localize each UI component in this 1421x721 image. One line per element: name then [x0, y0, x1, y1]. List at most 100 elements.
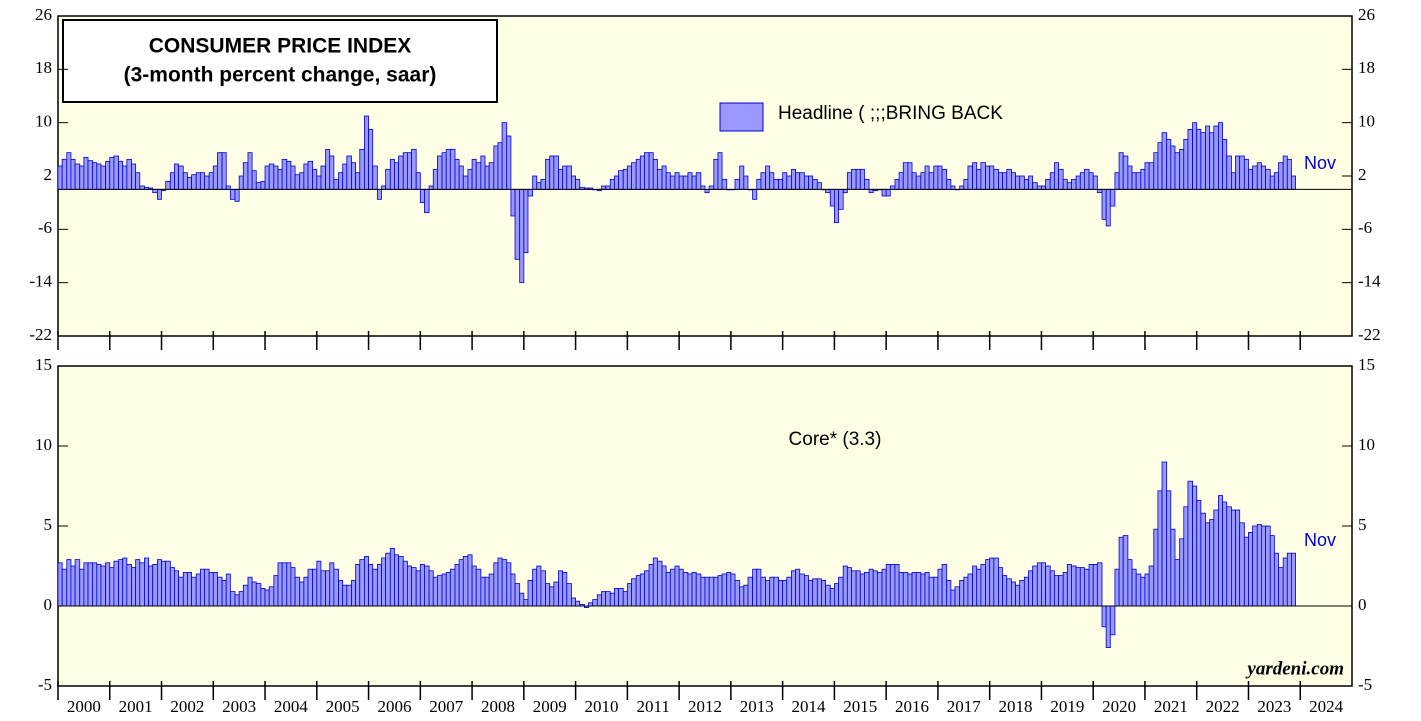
bar — [959, 580, 965, 607]
bar — [795, 172, 801, 190]
bar — [989, 165, 995, 190]
bar — [799, 172, 805, 190]
bar — [933, 576, 939, 607]
bar — [782, 580, 788, 607]
bar — [174, 163, 180, 190]
bar — [549, 155, 555, 190]
x-tick-label: 2004 — [274, 697, 309, 716]
bar — [976, 168, 982, 190]
bar — [96, 163, 102, 190]
bar — [769, 172, 775, 190]
bar — [1243, 536, 1249, 607]
bar — [739, 165, 745, 190]
bar — [1096, 562, 1103, 607]
bar — [135, 172, 141, 190]
bar — [1209, 132, 1215, 190]
x-tick-label: 2003 — [222, 697, 256, 716]
bar — [57, 165, 63, 190]
bar — [122, 557, 128, 607]
bar — [972, 162, 978, 190]
bar — [536, 182, 542, 190]
x-tick-label: 2022 — [1206, 697, 1240, 716]
bar — [152, 564, 158, 607]
bar — [558, 570, 564, 607]
bar — [1291, 552, 1296, 607]
bar — [445, 572, 451, 607]
bar — [368, 128, 374, 190]
bar — [320, 165, 326, 190]
bar — [217, 152, 223, 190]
bar — [312, 568, 318, 607]
title-box — [62, 19, 498, 103]
bar — [924, 572, 930, 607]
bar — [846, 567, 852, 607]
x-tick-label: 2016 — [895, 697, 929, 716]
bar — [411, 567, 417, 607]
bar — [364, 115, 369, 190]
bar — [786, 175, 792, 190]
x-tick-label: 2002 — [170, 697, 204, 716]
bar — [834, 583, 839, 607]
bar — [967, 573, 973, 607]
bar — [635, 158, 641, 190]
bar — [605, 591, 611, 607]
bar — [281, 562, 288, 607]
y-tick-label: 26 — [35, 5, 52, 24]
bar — [454, 564, 460, 607]
bar — [752, 188, 758, 200]
bar — [1084, 568, 1090, 607]
bar — [1041, 562, 1046, 607]
y-tick-label: 0 — [44, 595, 53, 614]
bar — [652, 158, 658, 190]
bar — [540, 570, 546, 607]
bar — [648, 564, 654, 607]
bar — [976, 568, 982, 607]
last-month-label: Nov — [1304, 153, 1336, 173]
bar — [851, 570, 857, 607]
bar — [1023, 576, 1029, 607]
bar — [721, 573, 728, 607]
bar — [734, 580, 741, 607]
bar — [859, 573, 865, 607]
bar — [635, 575, 641, 607]
x-tick-label: 2005 — [326, 697, 360, 716]
bar — [351, 162, 357, 190]
bar — [915, 572, 922, 607]
bar — [1049, 172, 1055, 190]
bar — [915, 175, 922, 190]
bar — [1265, 525, 1271, 607]
bar — [268, 163, 275, 190]
bar — [83, 562, 89, 607]
y-tick-label: -5 — [38, 675, 52, 694]
bar — [320, 570, 326, 607]
x-tick-label: 2007 — [429, 697, 464, 716]
bar — [74, 559, 81, 607]
bar — [778, 178, 784, 190]
bar — [928, 172, 935, 190]
bar — [182, 572, 188, 607]
bar — [251, 581, 257, 607]
bar — [1032, 565, 1038, 607]
bar — [217, 576, 223, 607]
bar — [1006, 578, 1012, 607]
bar — [846, 172, 852, 190]
x-tick-label: 2012 — [688, 697, 722, 716]
bar — [307, 568, 314, 607]
bar — [1218, 122, 1224, 190]
bar — [105, 562, 111, 607]
bar — [273, 575, 279, 607]
bar — [1148, 162, 1155, 190]
y2-tick-label: 5 — [1358, 515, 1367, 534]
bar — [325, 570, 331, 607]
bar — [1230, 509, 1236, 607]
bottom-plot-area — [57, 365, 1353, 687]
bar — [859, 168, 865, 190]
bar — [791, 570, 796, 607]
bar — [1248, 532, 1254, 607]
bar — [941, 168, 948, 190]
bar — [1058, 168, 1064, 190]
y2-tick-label: 15 — [1358, 355, 1375, 374]
bar — [79, 568, 85, 607]
bar — [842, 565, 848, 607]
bar — [1200, 512, 1206, 607]
